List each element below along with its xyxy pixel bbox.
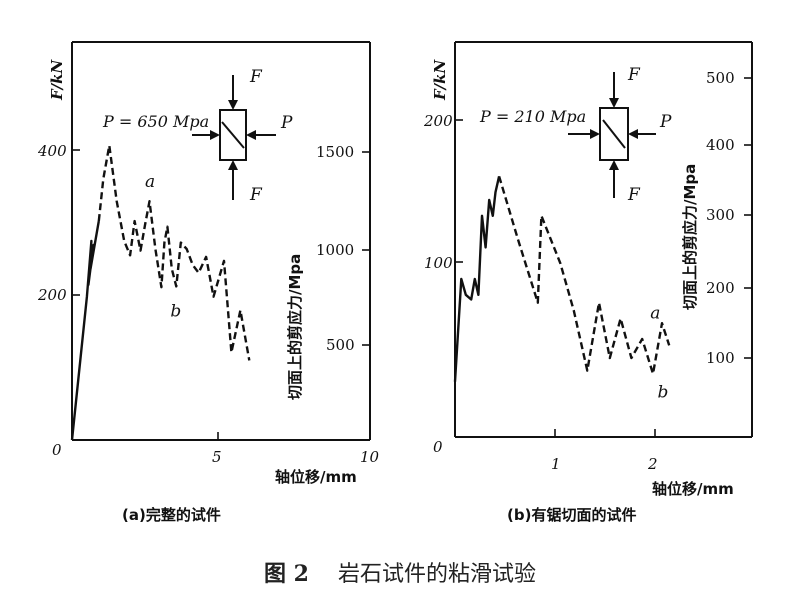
- panel-a-ylabel: F/kN: [48, 58, 66, 101]
- panel-b-y2tick-label-100: 100: [706, 349, 735, 367]
- panel-a-annotation-b: b: [170, 302, 181, 322]
- panel-b-y2tick-label-200: 200: [706, 279, 735, 297]
- panel-a-series-dashed: [97, 144, 251, 361]
- panel-b-series-solid: [453, 176, 501, 382]
- panel-b-xlabel: 轴位移/mm: [652, 480, 734, 498]
- panel-a-inset-f-bottom: F: [249, 185, 263, 205]
- panel-b-annotation-b: b: [658, 383, 669, 403]
- panel-a-xtick-label-10: 10: [360, 448, 380, 466]
- panel-b-ytick-label-0: 0: [433, 438, 443, 456]
- panel-b-y2tick-label-500: 500: [706, 69, 735, 87]
- panel-b-ytick-label-200: 200: [423, 112, 453, 130]
- panel-a-inset-f-top: F: [249, 67, 263, 87]
- panel-b: 0 100 200 1 2 100 200 300 400 500 F/kN 切…: [423, 41, 753, 524]
- panel-b-inset-f-top: F: [627, 65, 641, 85]
- panel-b-inset-f-bottom: F: [627, 185, 641, 205]
- panel-a-series-solid: [70, 220, 100, 441]
- panel-b-y2label: 切面上的剪应力/Mpa: [681, 164, 699, 310]
- panel-a-ytick-label-200: 200: [37, 286, 67, 304]
- panel-b-ylabel: F/kN: [431, 58, 449, 101]
- panel-a-xlabel: 轴位移/mm: [275, 468, 357, 486]
- figure-caption-text: 岩石试件的粘滑试验: [338, 562, 536, 587]
- panel-b-specimen-inset: F F P: [568, 65, 672, 205]
- panel-a: 0 200 400 5 10 500 1000 1500 F/kN 切面上的剪应…: [37, 41, 380, 524]
- panel-a-annotation-a: a: [145, 172, 155, 192]
- panel-b-xtick-label-2: 2: [647, 455, 658, 473]
- panel-b-xtick-label-1: 1: [551, 455, 561, 473]
- panel-b-annotation-a: a: [650, 304, 660, 324]
- panel-a-y2tick-label-500: 500: [326, 336, 355, 354]
- panel-b-label: (b)有锯切面的试件: [507, 506, 636, 524]
- panel-a-inset-p: P: [280, 113, 293, 133]
- figure-number: 图 2: [264, 561, 309, 587]
- panel-a-y2tick-label-1000: 1000: [316, 241, 354, 259]
- panel-b-ytick-label-100: 100: [424, 254, 453, 272]
- panel-b-y2tick-label-300: 300: [706, 206, 735, 224]
- panel-b-series-dashed: [497, 175, 671, 375]
- panel-a-y2tick-label-1500: 1500: [316, 143, 354, 161]
- panel-b-pressure-label: P = 210 Mpa: [479, 107, 586, 126]
- panel-a-pressure-label: P = 650 Mpa: [102, 112, 209, 131]
- panel-a-specimen-inset: F F P: [192, 67, 293, 205]
- panel-a-y2label: 切面上的剪应力/Mpa: [286, 254, 304, 400]
- panel-b-y2tick-label-400: 400: [706, 136, 735, 154]
- panel-a-ytick-label-0: 0: [52, 441, 62, 459]
- panel-b-inset-p: P: [659, 112, 672, 132]
- figure-caption: 图 2 岩石试件的粘滑试验: [264, 561, 536, 587]
- panel-a-xtick-label-5: 5: [212, 448, 222, 466]
- panel-a-ytick-label-400: 400: [37, 142, 67, 160]
- panel-a-label: (a)完整的试件: [122, 506, 221, 524]
